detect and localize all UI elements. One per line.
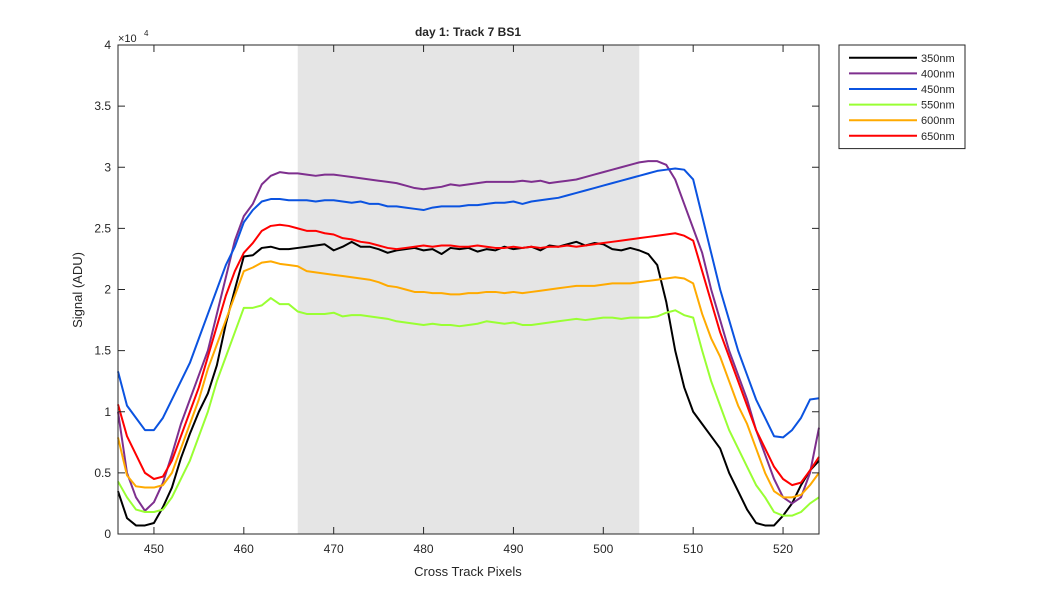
y-tick-label: 2 — [104, 283, 111, 297]
x-tick-layer: 450 460 470 480 490 500 510 520 — [144, 45, 793, 556]
y-tick-layer: 0 0.5 1 1.5 2 2.5 3 3.5 4 — [94, 38, 819, 541]
y-tick-label: 0.5 — [94, 466, 111, 480]
y-tick-label: 0 — [104, 527, 111, 541]
legend-label: 400nm — [921, 68, 955, 80]
x-axis-label: Cross Track Pixels — [414, 564, 522, 579]
legend-item: 550nm — [849, 100, 955, 112]
x-tick-label: 460 — [234, 542, 254, 556]
y-axis-exponent: ×10 4 — [118, 29, 149, 45]
legend-label: 650nm — [921, 131, 955, 143]
legend-item: 350nm — [849, 53, 955, 65]
x-tick-label: 520 — [773, 542, 793, 556]
shaded-region-layer — [297, 45, 640, 534]
y-exponent-base: ×10 — [118, 33, 137, 45]
x-tick-label: 470 — [324, 542, 344, 556]
y-tick-label: 3.5 — [94, 99, 111, 113]
legend: 350nm 400nm 450nm 550nm 600nm 650nm — [838, 44, 966, 150]
y-tick-label: 1.5 — [94, 344, 111, 358]
series-line-600nm — [117, 260, 820, 499]
series-layer — [117, 160, 820, 527]
x-tick-label: 490 — [503, 542, 523, 556]
legend-item: 650nm — [849, 131, 955, 143]
series-line-400nm — [117, 160, 820, 512]
legend-item: 400nm — [849, 68, 955, 80]
legend-item: 450nm — [849, 84, 955, 96]
legend-label: 350nm — [921, 53, 955, 65]
series-line-350nm — [117, 240, 820, 527]
y-axis-label: Signal (ADU) — [70, 252, 85, 328]
legend-label: 600nm — [921, 115, 955, 127]
y-tick-label: 4 — [104, 38, 111, 52]
legend-item: 600nm — [849, 115, 955, 127]
x-tick-label: 480 — [414, 542, 434, 556]
y-tick-label: 2.5 — [94, 221, 111, 235]
series-line-450nm — [117, 167, 820, 439]
x-tick-label: 510 — [683, 542, 703, 556]
x-tick-label: 500 — [593, 542, 613, 556]
y-exponent-power: 4 — [144, 29, 149, 38]
y-tick-label: 3 — [104, 160, 111, 174]
legend-label: 450nm — [921, 84, 955, 96]
legend-box — [838, 44, 966, 150]
x-tick-label: 450 — [144, 542, 164, 556]
series-line-550nm — [117, 297, 820, 517]
chart-title: day 1: Track 7 BS1 — [415, 25, 521, 39]
legend-label: 550nm — [921, 100, 955, 112]
y-tick-label: 1 — [104, 405, 111, 419]
series-line-650nm — [117, 223, 820, 487]
shaded-region — [297, 45, 640, 534]
